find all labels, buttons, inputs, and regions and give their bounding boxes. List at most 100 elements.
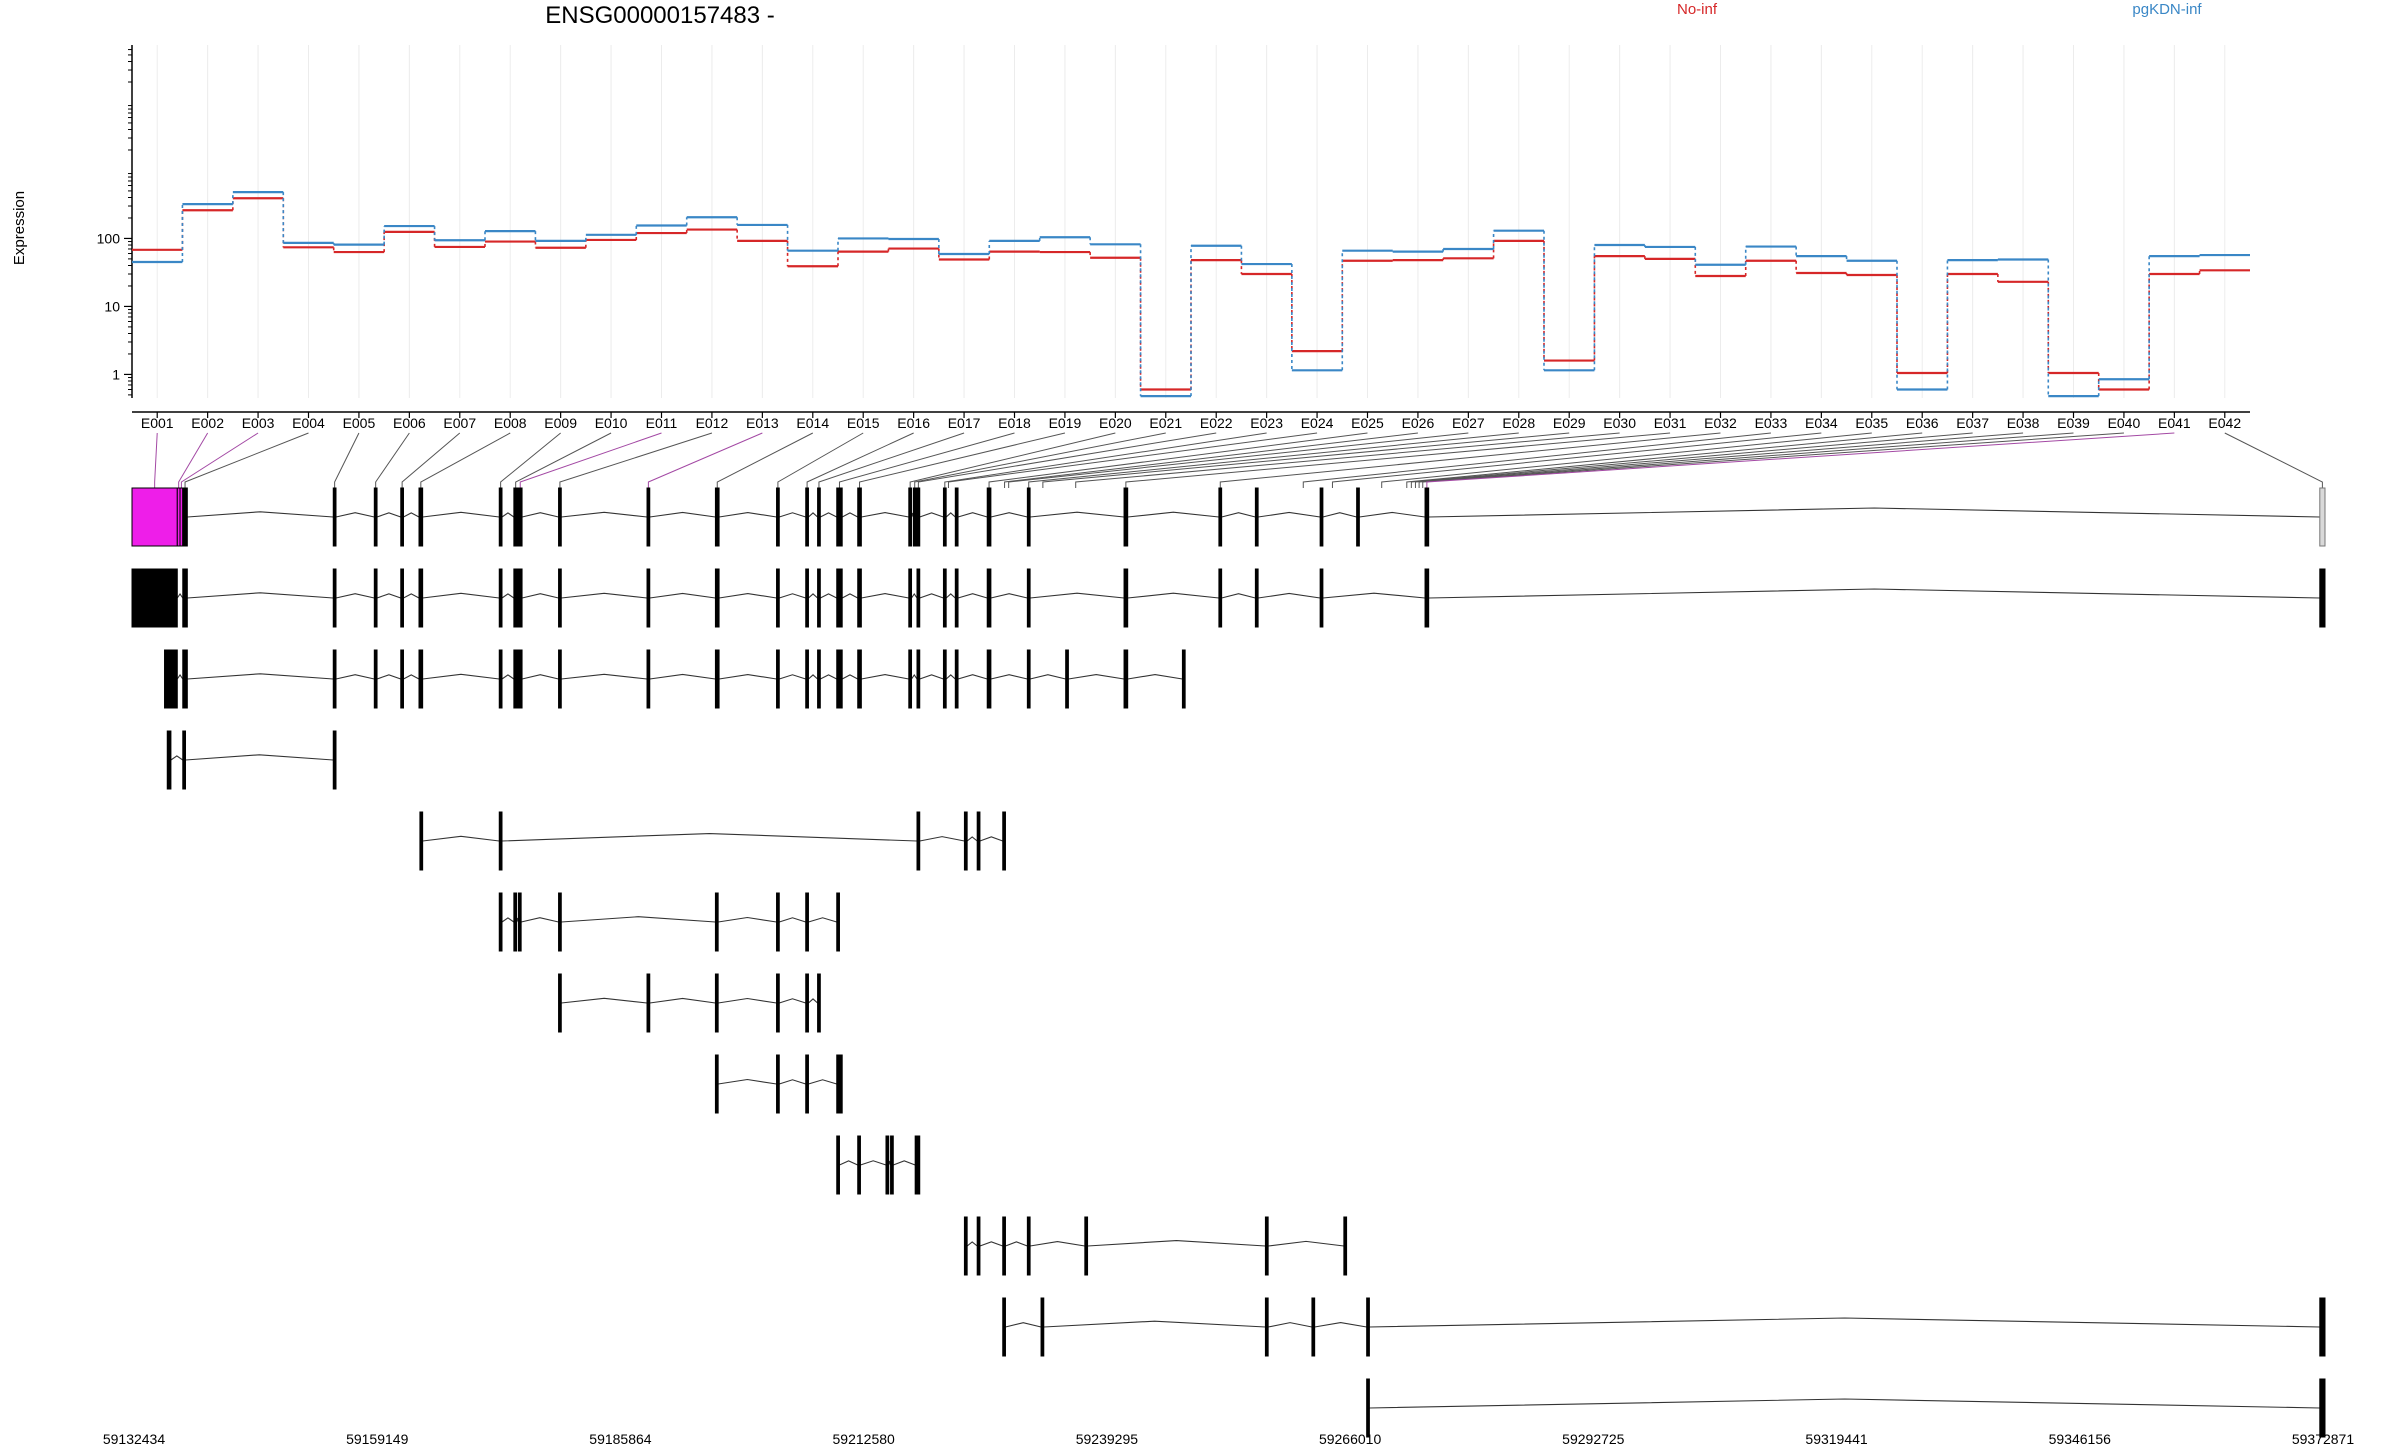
intron-line (649, 997, 716, 1004)
exon-block (916, 649, 921, 709)
intron-line (945, 593, 956, 599)
exon-block (517, 487, 523, 547)
connector-e031 (1125, 432, 1671, 488)
exon-block (1319, 487, 1324, 547)
y-axis-label: Expression (11, 191, 28, 265)
exon-block (513, 649, 519, 709)
exon-block (131, 487, 178, 547)
connector-e005 (334, 432, 360, 488)
intron-line (501, 512, 515, 518)
intron-line (403, 593, 420, 599)
exon-block (836, 1135, 840, 1195)
exon-block (976, 1216, 981, 1276)
exon-label-e017: E017 (948, 415, 981, 431)
intron-line (422, 835, 500, 842)
intron-line (779, 917, 806, 923)
exon-label-e032: E032 (1704, 415, 1737, 431)
intron-line (919, 512, 944, 518)
intron-line (1068, 673, 1125, 680)
intron-line (1221, 512, 1256, 518)
intron-line (1359, 511, 1426, 518)
exon-label-e020: E020 (1099, 415, 1132, 431)
exon-label-e021: E021 (1149, 415, 1182, 431)
intron-line (501, 593, 515, 599)
exon-label-e008: E008 (494, 415, 527, 431)
exon-block (776, 649, 780, 709)
intron-line (1030, 511, 1125, 518)
exon-block (857, 649, 862, 709)
connector-e008 (420, 432, 511, 488)
exon-block (400, 649, 404, 709)
exon-label-e038: E038 (2007, 415, 2040, 431)
exon-block (1264, 1216, 1269, 1276)
intron-line (779, 674, 806, 680)
exon-block (1026, 1216, 1031, 1276)
exon-block (182, 487, 188, 547)
intron-line (1369, 1317, 2320, 1328)
exon-block (1356, 487, 1360, 547)
exon-block (963, 1216, 968, 1276)
intron-line (1005, 1322, 1042, 1328)
exon-block (2319, 1378, 2326, 1438)
legend-entry-no-inf: No-inf (1677, 1, 1718, 18)
exon-block (498, 568, 503, 628)
intron-line (187, 673, 334, 680)
intron-line (422, 511, 500, 518)
coord-label-59239295: 59239295 (1076, 1431, 1139, 1447)
connector-e012 (559, 432, 713, 488)
exon-block (857, 1135, 861, 1195)
intron-line (820, 593, 837, 599)
exon-label-e016: E016 (897, 415, 930, 431)
exon-label-e005: E005 (343, 415, 376, 431)
exon-label-e009: E009 (544, 415, 577, 431)
exon-block (963, 811, 968, 871)
exon-label-e012: E012 (696, 415, 729, 431)
exon-label-e041: E041 (2158, 415, 2191, 431)
exon-block (1084, 1216, 1089, 1276)
connector-e020 (909, 432, 1116, 488)
coord-label-59159149: 59159149 (346, 1431, 409, 1447)
exon-block (836, 487, 843, 547)
intron-line (187, 511, 334, 518)
coord-label-59346156: 59346156 (2049, 1431, 2112, 1447)
connector-e007 (401, 432, 461, 488)
exon-block (400, 568, 404, 628)
exon-block (1218, 487, 1223, 547)
intron-line (990, 512, 1028, 518)
exon-block (517, 892, 522, 952)
exon-block (2319, 487, 2326, 547)
connector-e011 (519, 432, 662, 488)
exon-block (805, 1054, 809, 1114)
exon-label-e025: E025 (1351, 415, 1384, 431)
intron-line (1029, 674, 1066, 680)
exon-label-e040: E040 (2108, 415, 2141, 431)
intron-line (185, 754, 334, 761)
exon-block (954, 568, 959, 628)
exon-block (714, 973, 719, 1033)
chart-title: ENSG00000157483 - (545, 2, 775, 29)
exon-block (805, 973, 809, 1033)
connector-e027 (1008, 432, 1469, 488)
connector-e016 (806, 432, 914, 488)
exon-block (1181, 649, 1186, 709)
intron-line (911, 592, 918, 599)
exon-block (418, 487, 424, 547)
exon-label-e026: E026 (1402, 415, 1435, 431)
exon-block (805, 892, 809, 952)
exon-label-e011: E011 (646, 415, 678, 431)
intron-line (808, 998, 818, 1004)
exon-block (714, 487, 720, 547)
exon-block (418, 649, 424, 709)
intron-line (860, 1160, 887, 1166)
intron-line (422, 592, 500, 599)
connector-e004 (184, 432, 309, 488)
exon-block (954, 487, 959, 547)
exon-block (2319, 568, 2326, 628)
intron-line (957, 674, 988, 680)
exon-block (916, 811, 921, 871)
exon-block (418, 568, 424, 628)
intron-line (1258, 592, 1321, 599)
intron-line (335, 512, 375, 518)
exon-block (1065, 649, 1069, 709)
intron-line (1322, 592, 1426, 599)
